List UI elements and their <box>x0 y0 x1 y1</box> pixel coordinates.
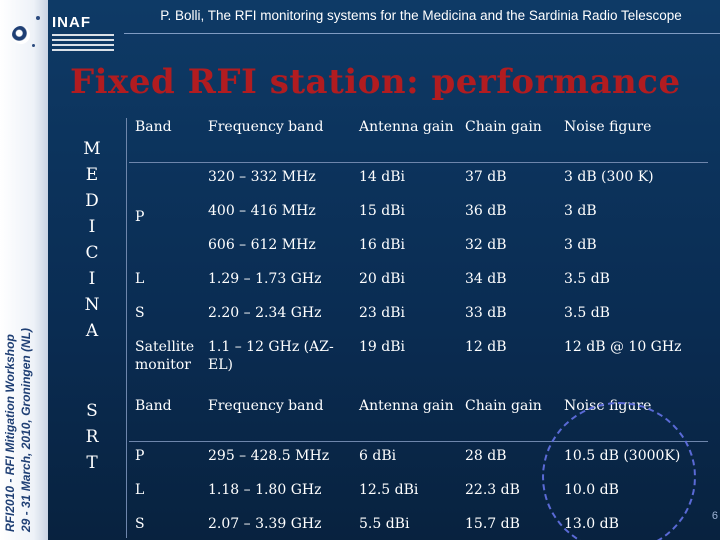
inaf-logo: INAF <box>6 6 118 58</box>
frequency-cell: 295 – 428.5 MHz <box>208 448 330 464</box>
frequency-cell: 1.1 – 12 GHz (AZ-EL) <box>208 339 334 373</box>
chain-gain-cell: 15.7 dB <box>465 516 520 532</box>
frequency-cell: 606 – 612 MHz <box>208 237 316 253</box>
column-header: Frequency band <box>202 397 353 442</box>
station-label-medicina: M E D I C I N A <box>72 136 112 344</box>
antenna-gain-cell: 20 dBi <box>359 271 405 287</box>
band-cell: Satellite monitor <box>135 339 195 373</box>
frequency-cell: 1.29 – 1.73 GHz <box>208 271 322 287</box>
slide-title: Fixed RFI station: performance <box>70 62 681 102</box>
antenna-gain-cell: 6 dBi <box>359 448 397 464</box>
column-header: Band <box>129 118 202 163</box>
chain-gain-cell: 32 dB <box>465 237 507 253</box>
band-cell: L <box>135 482 145 498</box>
band-cell: P <box>135 448 145 464</box>
frequency-cell: 2.07 – 3.39 GHz <box>208 516 322 532</box>
station-label-srt: S R T <box>72 398 112 476</box>
column-header: Antenna gain <box>353 118 459 163</box>
table-header-row: Band Frequency band Antenna gain Chain g… <box>129 118 708 163</box>
noise-figure-cell: 12 dB @ 10 GHz <box>564 339 682 355</box>
column-header: Band <box>129 397 202 442</box>
table-row: P 320 – 332 MHz 14 dBi 37 dB 3 dB (300 K… <box>129 163 708 225</box>
table-row: S 2.20 – 2.34 GHz 23 dBi 33 dB 3.5 dB <box>129 299 708 333</box>
frequency-cell: 320 – 332 MHz <box>208 169 316 185</box>
noise-figure-cell: 3 dB <box>564 237 597 253</box>
station-letter: S <box>86 401 98 421</box>
medicina-performance-table: Band Frequency band Antenna gain Chain g… <box>129 118 708 378</box>
antenna-gain-cell: 5.5 dBi <box>359 516 410 532</box>
left-band: RFI2010 - RFI Mitigation Workshop 29 - 3… <box>0 0 48 540</box>
table-row: 606 – 612 MHz 16 dBi 32 dB 3 dB <box>129 231 708 265</box>
column-header: Frequency band <box>202 118 353 163</box>
band-cell: P <box>135 208 145 225</box>
page-number: 6 <box>711 510 718 522</box>
telescope-icon <box>12 26 30 44</box>
star-icon <box>32 44 35 47</box>
noise-figure-cell: 3.5 dB <box>564 305 610 321</box>
table-row: L 1.29 – 1.73 GHz 20 dBi 34 dB 3.5 dB <box>129 265 708 299</box>
antenna-gain-cell: 12.5 dBi <box>359 482 419 498</box>
column-header: Antenna gain <box>353 397 459 442</box>
chain-gain-cell: 12 dB <box>465 339 507 355</box>
chain-gain-cell: 34 dB <box>465 271 507 287</box>
column-header: Chain gain <box>459 397 558 442</box>
station-letter: E <box>85 165 99 185</box>
station-letter: I <box>88 269 96 289</box>
header-title: P. Bolli, The RFI monitoring systems for… <box>160 8 682 23</box>
chain-gain-cell: 37 dB <box>465 169 507 185</box>
chain-gain-cell: 22.3 dB <box>465 482 520 498</box>
station-letter: T <box>86 453 98 473</box>
noise-figure-cell: 3.5 dB <box>564 271 610 287</box>
frequency-cell: 1.18 – 1.80 GHz <box>208 482 322 498</box>
column-header: Noise figure <box>558 118 708 163</box>
chain-gain-cell: 33 dB <box>465 305 507 321</box>
vertical-divider <box>126 118 127 538</box>
column-header: Chain gain <box>459 118 558 163</box>
header: INAF P. Bolli, The RFI monitoring system… <box>0 0 720 60</box>
antenna-gain-cell: 16 dBi <box>359 237 405 253</box>
station-letter: R <box>85 427 99 447</box>
table-row: Satellite monitor 1.1 – 12 GHz (AZ-EL) 1… <box>129 333 708 378</box>
workshop-date: 29 - 31 March, 2010, Groningen (NL) <box>19 327 33 532</box>
chain-gain-cell: 28 dB <box>465 448 507 464</box>
band-cell: S <box>135 516 145 532</box>
antenna-gain-cell: 15 dBi <box>359 203 405 219</box>
workshop-sidebar: RFI2010 - RFI Mitigation Workshop 29 - 3… <box>2 242 46 532</box>
star-icon <box>36 16 40 20</box>
antenna-gain-cell: 23 dBi <box>359 305 405 321</box>
station-letter: M <box>83 139 101 159</box>
station-letter: D <box>85 191 99 211</box>
logo-subtitle-lines <box>52 34 114 54</box>
workshop-name: RFI2010 - RFI Mitigation Workshop <box>3 334 17 532</box>
frequency-cell: 2.20 – 2.34 GHz <box>208 305 322 321</box>
station-letter: C <box>85 243 99 263</box>
logo-text: INAF <box>52 14 91 31</box>
station-letter: I <box>88 217 96 237</box>
chain-gain-cell: 36 dB <box>465 203 507 219</box>
noise-figure-cell: 3 dB (300 K) <box>564 169 654 185</box>
table-row: 400 – 416 MHz 15 dBi 36 dB 3 dB <box>129 197 708 231</box>
noise-figure-cell: 3 dB <box>564 203 597 219</box>
header-rule <box>124 33 720 34</box>
station-letter: N <box>84 295 100 315</box>
frequency-cell: 400 – 416 MHz <box>208 203 316 219</box>
antenna-gain-cell: 19 dBi <box>359 339 405 355</box>
antenna-gain-cell: 14 dBi <box>359 169 405 185</box>
station-letter: A <box>85 321 99 341</box>
band-cell: S <box>135 305 145 321</box>
noise-figure-highlight-circle <box>542 402 696 540</box>
band-cell: L <box>135 271 145 287</box>
